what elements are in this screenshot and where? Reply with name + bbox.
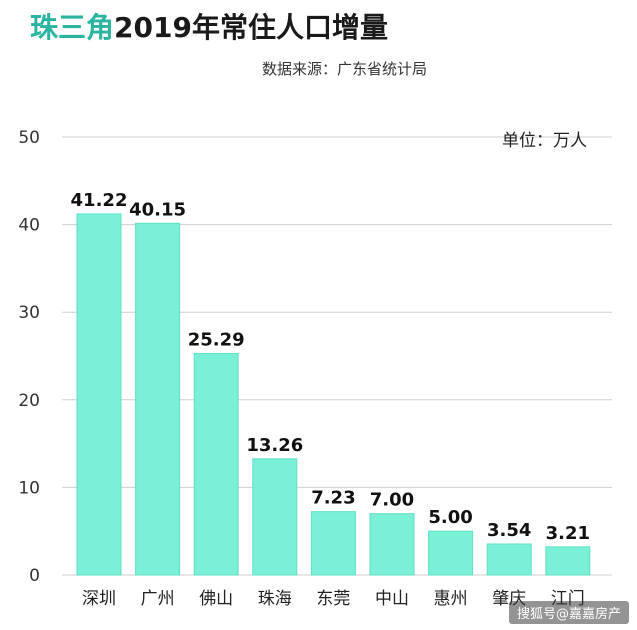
bar-value-label-0: 41.22 — [71, 190, 128, 211]
bar-1 — [135, 222, 181, 576]
bar-0 — [76, 213, 122, 576]
bar-value-label-4: 7.23 — [311, 488, 355, 509]
bar-8 — [545, 546, 591, 576]
bar-value-label-3: 13.26 — [246, 435, 303, 456]
bar-value-label-8: 3.21 — [546, 523, 590, 544]
bar-value-label-2: 25.29 — [188, 329, 245, 350]
bar-5 — [369, 513, 415, 576]
y-tick-label-50: 50 — [18, 128, 40, 148]
title-rest: 2019年常住人口增量 — [114, 11, 388, 44]
x-category-label-5: 中山 — [375, 589, 409, 609]
bar-value-label-1: 40.15 — [129, 199, 186, 220]
y-tick-label-10: 10 — [18, 478, 40, 498]
title-highlight: 珠三角 — [30, 11, 115, 44]
x-category-label-2: 佛山 — [199, 589, 233, 609]
unit-label: 单位：万人 — [502, 131, 587, 151]
bar-value-label-5: 7.00 — [370, 490, 414, 511]
data-source: 数据来源：广东省统计局 — [262, 60, 428, 78]
x-category-label-6: 惠州 — [434, 589, 468, 609]
bar-3 — [252, 458, 298, 576]
y-tick-label-0: 0 — [29, 566, 40, 586]
bar-value-label-7: 3.54 — [487, 520, 531, 541]
x-category-label-1: 广州 — [141, 589, 175, 609]
y-tick-label-30: 30 — [18, 303, 40, 323]
bar-6 — [428, 530, 474, 576]
bar-2 — [193, 352, 239, 576]
bar-4 — [310, 511, 356, 576]
watermark: 搜狐号@嘉嘉房产 — [508, 601, 629, 624]
y-tick-label-40: 40 — [18, 216, 40, 236]
x-category-label-0: 深圳 — [82, 589, 116, 609]
bar-7 — [486, 543, 532, 576]
y-tick-label-20: 20 — [18, 391, 40, 411]
chart-title: 珠三角2019年常住人口增量 — [30, 6, 388, 46]
x-category-label-4: 东莞 — [316, 589, 350, 609]
x-category-label-3: 珠海 — [258, 589, 292, 609]
bar-value-label-6: 5.00 — [428, 507, 472, 528]
